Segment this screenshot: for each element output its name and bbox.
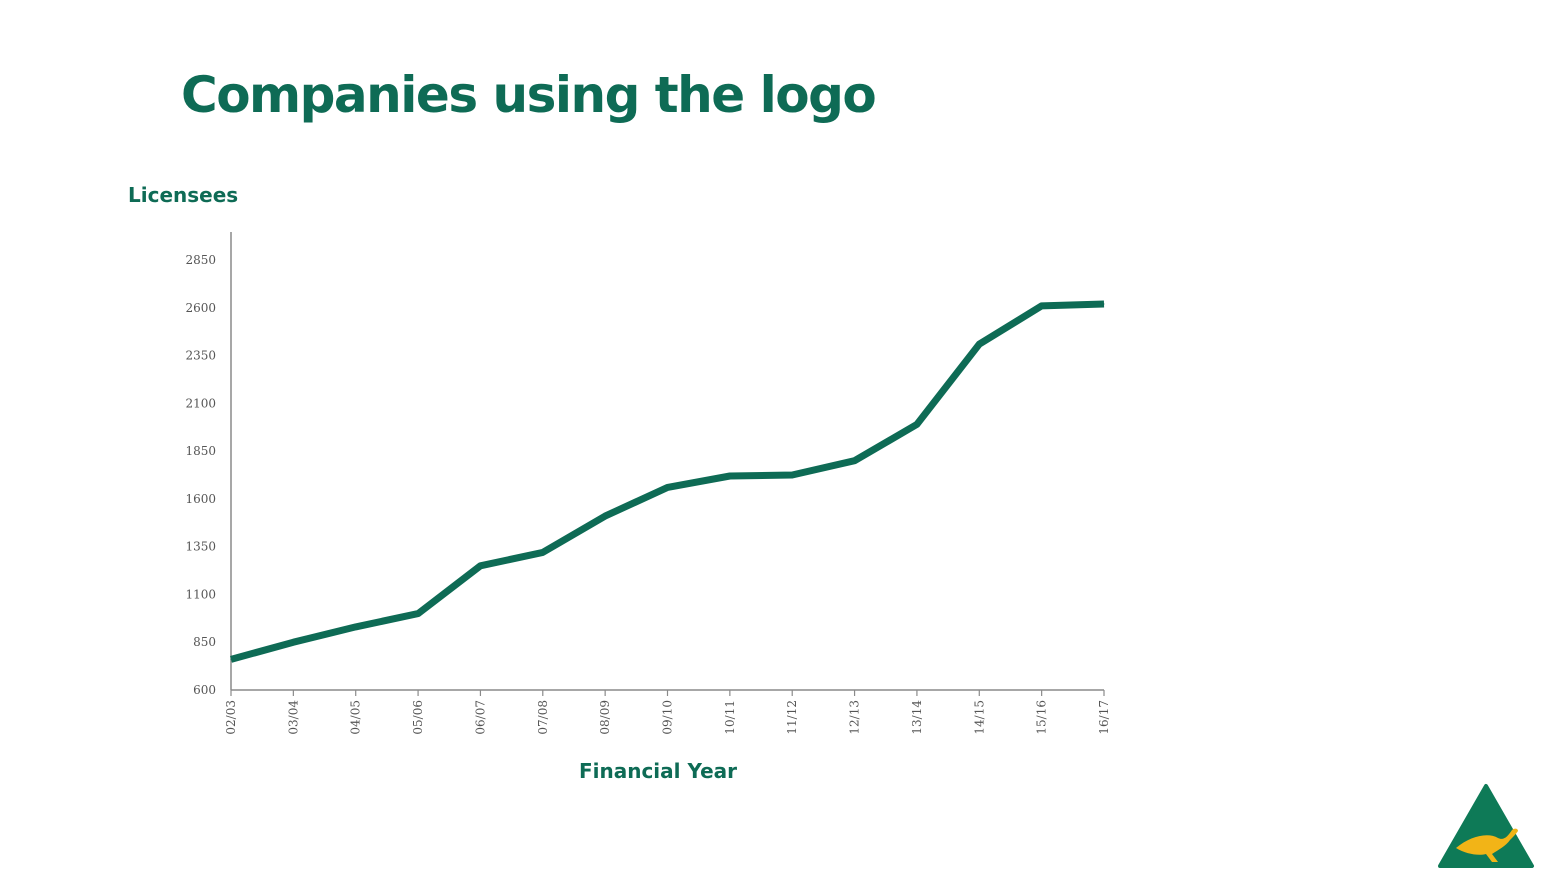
data-point bbox=[791, 474, 793, 476]
x-tick-label: 08/09 bbox=[598, 700, 612, 735]
x-tick-label: 04/05 bbox=[349, 700, 363, 735]
x-axis-title: Financial Year bbox=[579, 759, 737, 783]
y-tick-label: 600 bbox=[193, 683, 216, 697]
x-tick-label: 05/06 bbox=[411, 700, 425, 735]
y-axis-title: Licensees bbox=[128, 183, 238, 207]
y-tick-label: 2350 bbox=[185, 349, 216, 363]
x-tick-label: 03/04 bbox=[286, 700, 300, 735]
y-tick-label: 1600 bbox=[185, 492, 216, 506]
x-tick-label: 12/13 bbox=[848, 700, 862, 735]
x-tick-label: 02/03 bbox=[224, 700, 238, 735]
y-tick-label: 2850 bbox=[185, 253, 216, 267]
licensees-series-line bbox=[230, 300, 1105, 663]
data-point bbox=[1103, 303, 1105, 305]
y-tick-label: 1100 bbox=[185, 587, 216, 601]
data-point bbox=[978, 343, 980, 345]
data-point bbox=[729, 475, 731, 477]
x-tick-label: 13/14 bbox=[910, 700, 924, 735]
x-axis-ticks: 02/03 03/04 04/05 05/06 06/07 07/08 08/09 09/10… bbox=[224, 690, 1111, 735]
data-point bbox=[417, 613, 419, 615]
data-point bbox=[854, 460, 856, 462]
data-point bbox=[230, 658, 232, 660]
x-tick-label: 14/15 bbox=[972, 700, 986, 735]
logo-kangaroo bbox=[1456, 828, 1518, 862]
data-point bbox=[542, 551, 544, 553]
data-point bbox=[1041, 305, 1043, 307]
data-point bbox=[604, 515, 606, 517]
x-tick-label: 11/12 bbox=[785, 700, 799, 735]
x-tick-label: 09/10 bbox=[661, 700, 675, 735]
data-point bbox=[479, 565, 481, 567]
x-tick-label: 15/16 bbox=[1035, 700, 1049, 735]
data-point bbox=[355, 626, 357, 628]
x-tick-label: 06/07 bbox=[473, 700, 487, 735]
slide-title: Companies using the logo bbox=[181, 66, 877, 124]
data-points bbox=[230, 303, 1105, 660]
data-point bbox=[667, 486, 668, 488]
y-tick-label: 1350 bbox=[185, 540, 216, 554]
y-tick-label: 2600 bbox=[185, 301, 216, 315]
y-tick-label: 850 bbox=[193, 635, 216, 649]
x-tick-label: 07/08 bbox=[536, 700, 550, 735]
y-tick-label: 1850 bbox=[185, 444, 216, 458]
data-point bbox=[292, 641, 294, 643]
y-tick-label: 2100 bbox=[185, 396, 216, 410]
kangaroo-triangle-icon bbox=[1438, 784, 1534, 868]
y-axis-ticks: 600 850 1100 1350 1600 1850 2100 2350 2600 2850 bbox=[185, 253, 216, 697]
x-tick-label: 10/11 bbox=[723, 700, 737, 735]
data-point bbox=[916, 423, 918, 425]
x-tick-label: 16/17 bbox=[1097, 700, 1111, 735]
